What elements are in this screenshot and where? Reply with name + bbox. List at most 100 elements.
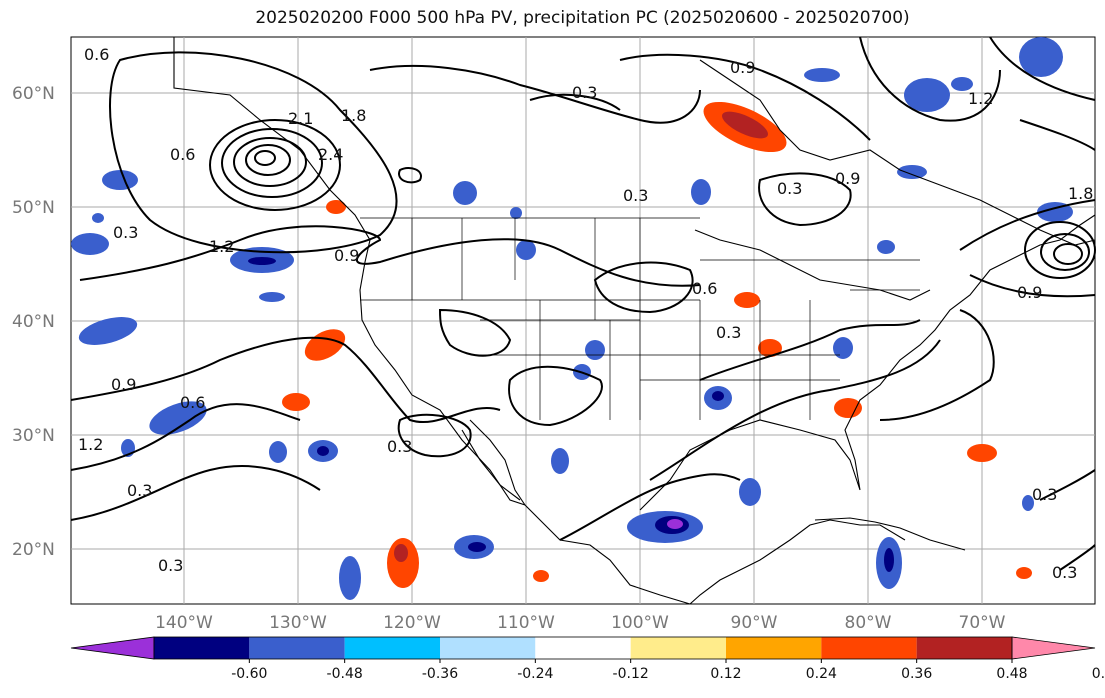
precip-patch <box>92 213 104 223</box>
colorbar-tick-label: -0.36 <box>422 666 458 682</box>
colorbar-segment <box>249 637 345 659</box>
precip-patch <box>317 446 329 456</box>
colorbar-segment <box>726 637 822 659</box>
precip-patch <box>339 556 361 600</box>
precip-patch <box>712 391 724 401</box>
contour-label: 0.3 <box>716 323 741 342</box>
contour-label: 0.6 <box>170 145 195 164</box>
colorbar-outline <box>153 636 1013 660</box>
precip-patch <box>149 401 207 435</box>
colorbar-tick-label: -0.12 <box>613 666 649 682</box>
precip-patch <box>453 181 477 205</box>
precip-patch <box>804 68 840 82</box>
contour-label: 1.8 <box>341 106 366 125</box>
contour-label: 1.2 <box>968 89 993 108</box>
contour-label: 0.6 <box>84 45 109 64</box>
colorbar-segment <box>630 637 726 659</box>
lat-label: 20°N <box>12 540 55 560</box>
colorbar-tick-label: -0.48 <box>327 666 363 682</box>
precip-patch <box>667 519 683 529</box>
precip-patch <box>884 548 894 572</box>
contour-label: 0.9 <box>334 246 359 265</box>
lon-label: 130°W <box>269 613 327 633</box>
precip-patch <box>551 448 569 474</box>
precip-patch <box>516 240 536 260</box>
precip-patch <box>833 337 853 359</box>
precip-patch <box>1019 37 1063 77</box>
precip-patch <box>71 233 109 255</box>
contour-label: 0.9 <box>1017 283 1042 302</box>
contour-label: 0.3 <box>127 481 152 500</box>
contour-label: 0.9 <box>111 375 136 394</box>
colorbar-tick-label: 0.48 <box>996 666 1027 682</box>
contour-label: 0.3 <box>623 186 648 205</box>
contour-label: 0.6 <box>180 393 205 412</box>
contour-label: 0.6 <box>692 279 717 298</box>
precip-patch <box>1037 202 1073 222</box>
precip-patch <box>904 78 950 112</box>
precip-patch <box>259 292 285 302</box>
gridlines <box>71 37 1095 604</box>
contour-label: 0.3 <box>1032 485 1057 504</box>
precip-patch <box>951 77 973 91</box>
precip-patch <box>78 317 138 345</box>
precip-patches <box>71 37 1073 600</box>
precip-patch <box>468 542 486 552</box>
precip-patch <box>758 339 782 357</box>
precip-patch <box>510 207 522 219</box>
precip-patch <box>877 240 895 254</box>
lon-label: 100°W <box>611 613 669 633</box>
precip-patch <box>326 200 346 214</box>
contour-label: 0.3 <box>777 179 802 198</box>
contour-label: 0.3 <box>113 223 138 242</box>
contour-labels: 0.6 1.8 2.1 0.3 0.9 1.2 0.3 0.6 0.9 1.2 … <box>78 45 1093 582</box>
precip-patch <box>102 170 138 190</box>
colorbar-segment <box>916 637 1012 659</box>
colorbar-tick-label: -0.60 <box>231 666 267 682</box>
precip-patch <box>897 165 927 179</box>
contour-label: 0.3 <box>158 556 183 575</box>
colorbar-segment <box>821 637 917 659</box>
colorbar-segment <box>154 637 250 659</box>
precip-patch <box>722 111 768 139</box>
colorbar-tick-label: 0.24 <box>806 666 837 682</box>
contour-label: 1.8 <box>1068 184 1093 203</box>
precip-patch <box>533 570 549 582</box>
contour-label: 2.1 <box>288 109 313 128</box>
colorbar-tick-label: 0.12 <box>710 666 741 682</box>
lat-label: 40°N <box>12 312 55 332</box>
lon-label: 110°W <box>497 613 555 633</box>
map-title: 2025020200 F000 500 hPa PV, precipitatio… <box>255 8 910 28</box>
colorbar-tick-label: -0.24 <box>517 666 553 682</box>
contour-label: 0.9 <box>835 169 860 188</box>
lon-label: 140°W <box>155 613 213 633</box>
longitude-labels: 140°W 130°W 120°W 110°W 100°W 90°W 80°W … <box>155 613 1006 633</box>
lat-label: 60°N <box>12 84 55 104</box>
colorbar-segment <box>344 637 440 659</box>
colorbar-segment <box>440 637 536 659</box>
colorbar-tick-label: 0.60 <box>1092 666 1105 682</box>
contour-label: 0.3 <box>572 83 597 102</box>
contour-label: 2.4 <box>318 145 343 164</box>
lat-label: 50°N <box>12 198 55 218</box>
precip-patch <box>282 393 310 411</box>
colorbar: -0.60 -0.48 -0.36 -0.24 -0.12 0.12 0.24 0.36 0.4… <box>70 636 1105 682</box>
precip-patch <box>585 340 605 360</box>
contour-label: 0.3 <box>1052 563 1077 582</box>
precip-patch <box>734 292 760 308</box>
pv-contours <box>70 36 1096 571</box>
colorbar-tick-label: 0.36 <box>901 666 932 682</box>
contour-label: 0.3 <box>387 437 412 456</box>
precip-patch <box>269 441 287 463</box>
lon-label: 90°W <box>731 613 778 633</box>
lon-label: 80°W <box>845 613 892 633</box>
precip-patch <box>691 179 711 205</box>
precip-patch <box>739 478 761 506</box>
latitude-labels: 60°N 50°N 40°N 30°N 20°N <box>12 84 55 560</box>
state-borders <box>360 217 920 420</box>
precip-patch <box>834 398 862 418</box>
colorbar-extend-low <box>70 636 155 660</box>
precip-patch <box>394 544 408 562</box>
precip-patch <box>1022 495 1034 511</box>
